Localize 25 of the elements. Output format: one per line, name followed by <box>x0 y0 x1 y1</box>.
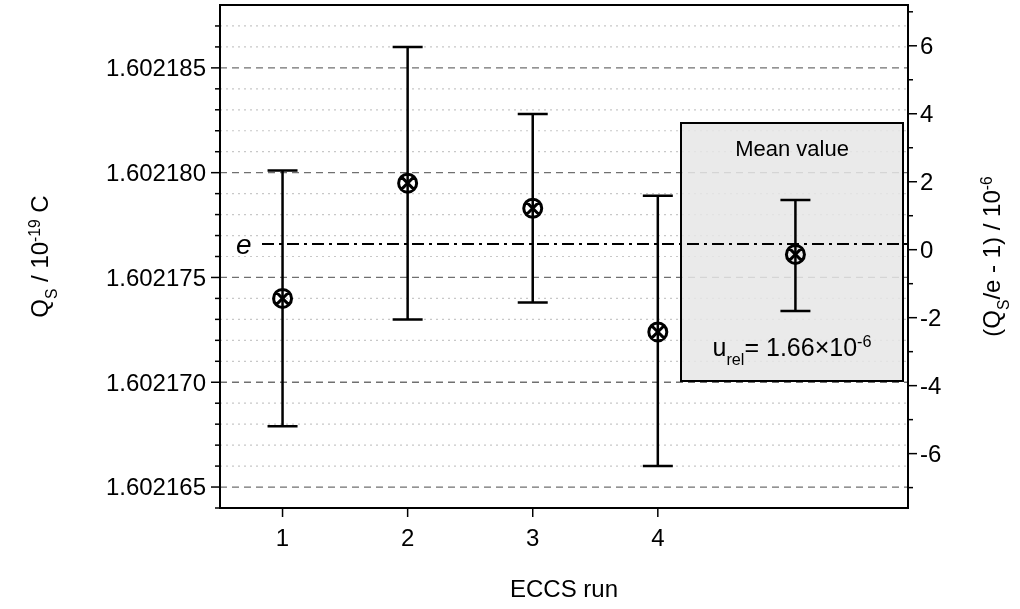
y2-tick-label: -2 <box>920 304 942 332</box>
point <box>397 172 419 194</box>
annotation: Mean value <box>735 136 849 161</box>
y2-tick-label: 0 <box>920 236 934 264</box>
y-tick-label: 1.602170 <box>105 368 206 396</box>
y-tick-label: 1.602185 <box>105 54 206 82</box>
x-tick-label: 2 <box>400 524 415 551</box>
point <box>522 197 544 219</box>
y2-tick-label: -4 <box>920 372 942 400</box>
point <box>647 321 669 343</box>
ref-line-label: e <box>236 228 252 260</box>
y2-tick-label: 6 <box>920 32 934 60</box>
point <box>272 288 294 309</box>
y-tick-label: 1.602180 <box>105 159 206 187</box>
annotation: u$_{rel}$= 1.66×10$^{-6}$ <box>712 332 872 368</box>
y2-tick-label: 4 <box>920 100 934 128</box>
y-tick-label: 1.602175 <box>105 263 206 291</box>
y2-tick-label: 2 <box>920 168 934 196</box>
x-tick-label: 4 <box>651 524 665 551</box>
y-tick-label: 1.602165 <box>105 473 206 501</box>
y2-tick-label: -6 <box>920 440 942 468</box>
x-tick-label: 1 <box>275 524 290 551</box>
x-tick-label: 3 <box>526 524 540 551</box>
point <box>784 244 806 265</box>
x-axis-title: ECCS run <box>509 575 619 602</box>
